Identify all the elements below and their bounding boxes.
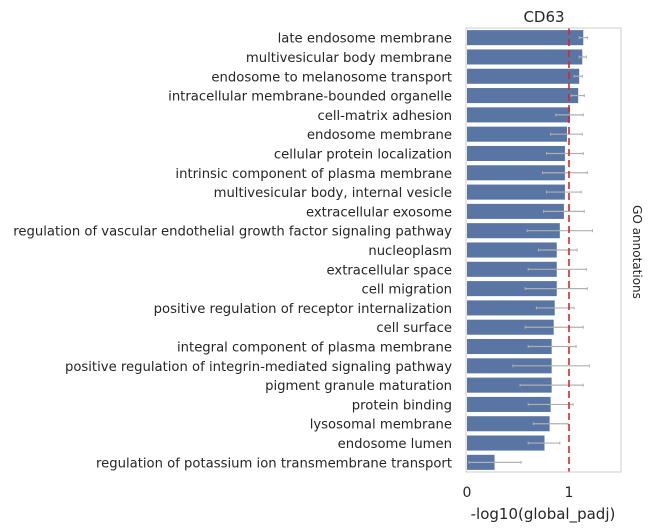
bar (467, 145, 565, 162)
category-label: multivesicular body membrane (246, 51, 452, 66)
error-bar-group (468, 36, 593, 464)
bar (467, 107, 571, 123)
category-label: integral component of plasma membrane (177, 341, 452, 356)
bar (467, 184, 565, 200)
bar (467, 281, 557, 297)
x-tick-label: 1 (565, 485, 574, 501)
category-label: endosome to melanosome transport (211, 70, 452, 85)
bar (467, 319, 554, 335)
category-label: multivesicular body, internal vesicle (214, 186, 452, 201)
category-label: cellular protein localization (274, 147, 452, 162)
x-tick-label: 0 (463, 485, 472, 501)
bar (467, 242, 557, 258)
category-label: extracellular space (327, 263, 452, 278)
plot-frame (465, 27, 622, 473)
category-label: late endosome membrane (278, 32, 452, 47)
bar (467, 165, 565, 181)
bar (467, 223, 560, 239)
x-axis-label: -log10(global_padj) (471, 505, 616, 524)
category-label: regulation of potassium ion transmembran… (96, 456, 452, 471)
bar (467, 49, 583, 65)
category-label: positive regulation of integrin-mediated… (65, 360, 452, 375)
category-label: protein binding (352, 398, 452, 413)
bar-group (467, 30, 584, 470)
bar (467, 261, 557, 277)
bar (467, 416, 550, 432)
category-label: cell-matrix adhesion (317, 109, 452, 124)
bar (467, 377, 552, 393)
bar (467, 68, 580, 84)
category-label: intracellular membrane-bounded organelle (168, 90, 452, 105)
chart-title: CD63 (523, 8, 564, 26)
bar (467, 126, 567, 142)
bar (467, 88, 579, 104)
category-label: endosome membrane (307, 128, 452, 143)
category-label-group: late endosome membrane multivesicular bod… (13, 32, 452, 472)
category-label: extracellular exosome (306, 205, 452, 220)
category-label: cell surface (376, 321, 452, 336)
bar (467, 358, 552, 374)
bar (467, 203, 564, 219)
bar (467, 30, 584, 46)
category-label: positive regulation of receptor internal… (154, 302, 452, 317)
bar (467, 300, 555, 316)
category-label: regulation of vascular endothelial growt… (13, 225, 452, 240)
category-label: intrinsic component of plasma membrane (175, 167, 452, 182)
bar (467, 396, 551, 412)
category-label: lysosomal membrane (310, 418, 452, 433)
y-axis-label: GO annotations (630, 205, 644, 299)
bar (467, 338, 552, 355)
category-label: nucleoplasm (368, 244, 452, 259)
category-label: pigment granule maturation (265, 379, 452, 394)
bar (467, 435, 545, 451)
category-label: endosome lumen (338, 437, 452, 452)
category-label: cell migration (361, 283, 452, 298)
